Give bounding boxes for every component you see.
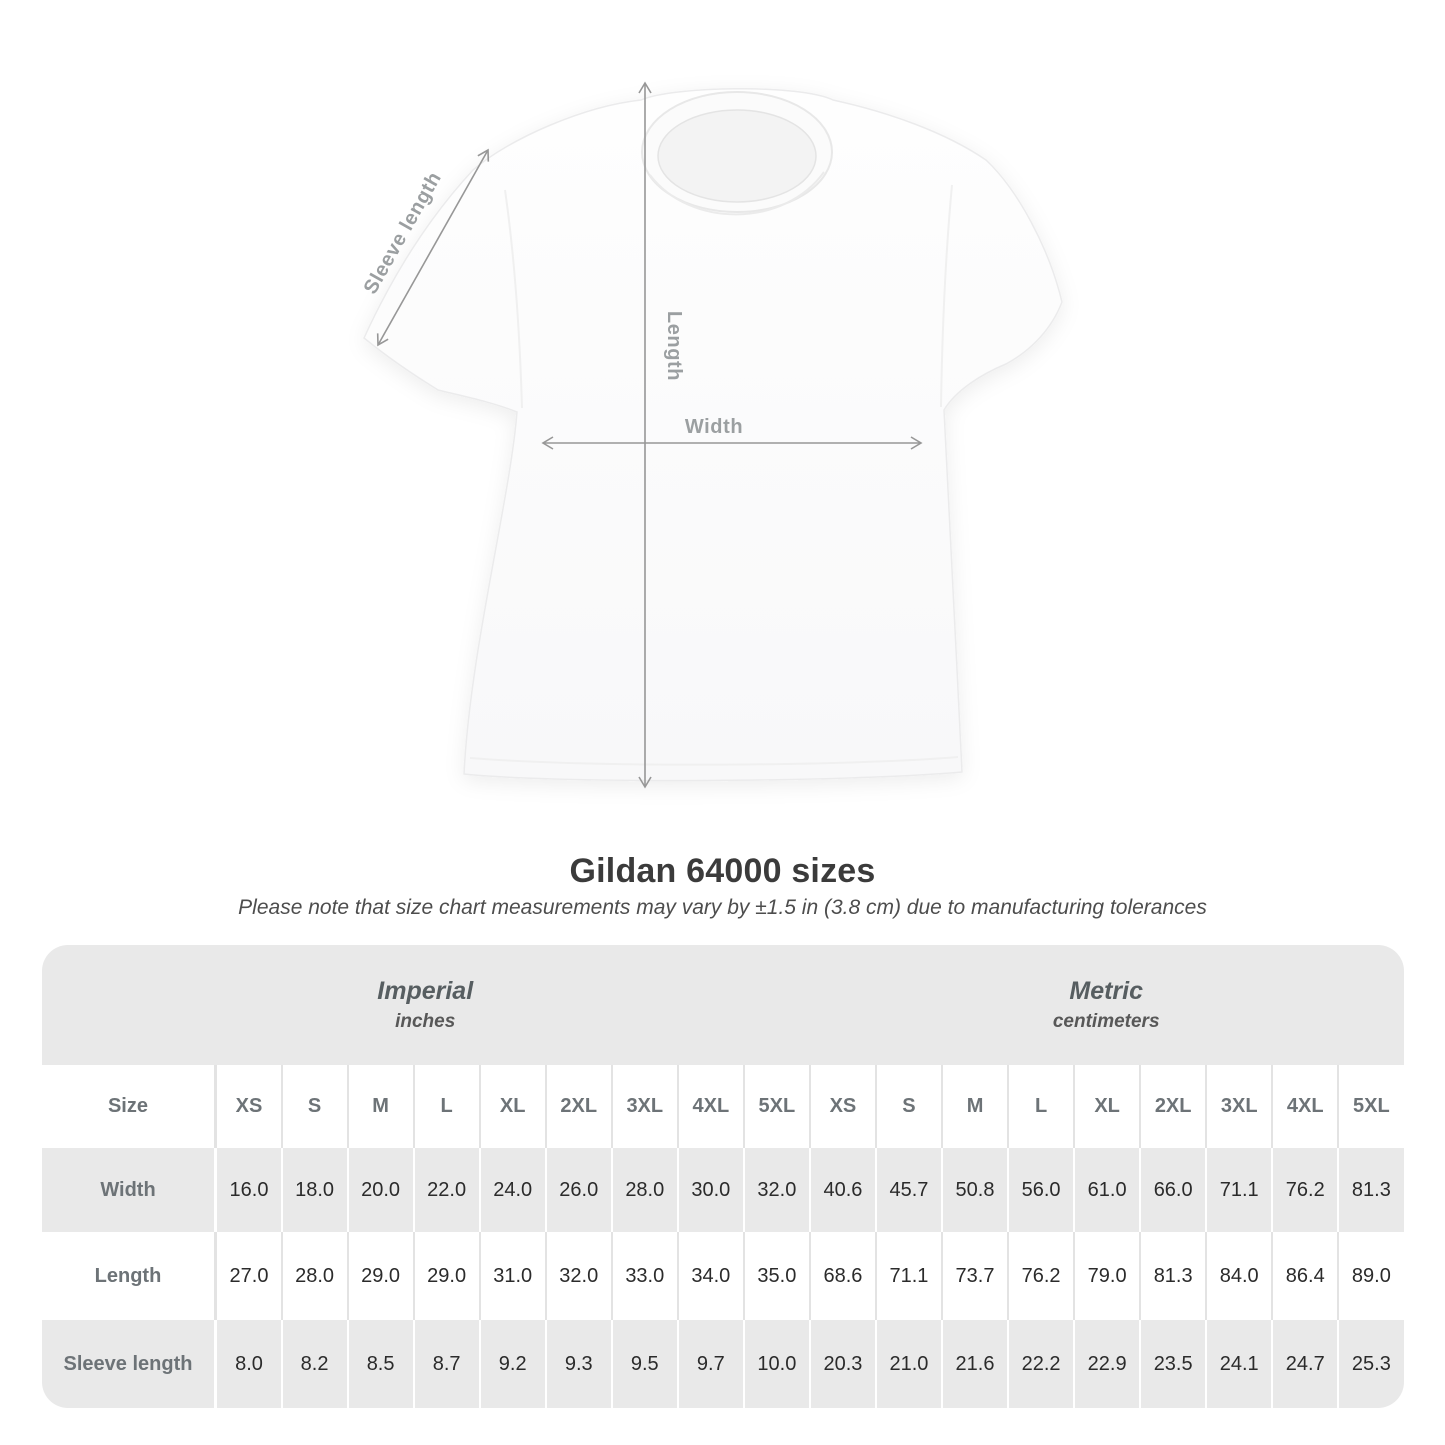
value-cell: 56.0 <box>1007 1148 1074 1232</box>
value-cell: 22.2 <box>1007 1320 1074 1408</box>
value-cell: 18.0 <box>280 1148 347 1232</box>
value-cell: 29.0 <box>346 1232 413 1320</box>
row-label-sleeve-length: Sleeve length <box>41 1320 215 1408</box>
value-cell: 9.2 <box>478 1320 545 1408</box>
value-cell: 26.0 <box>544 1148 611 1232</box>
value-cell: 50.8 <box>941 1148 1008 1232</box>
metric-group-unit: centimeters <box>1052 1010 1160 1032</box>
sleeve-length-arrow <box>376 148 490 347</box>
value-cell: 31.0 <box>478 1232 545 1320</box>
tshirt-seams <box>469 184 959 766</box>
value-cell: 8.2 <box>280 1320 347 1408</box>
value-cell: 84.0 <box>1205 1232 1272 1320</box>
value-cell: 32.0 <box>742 1148 809 1232</box>
value-cell: 8.7 <box>412 1320 479 1408</box>
metric-group-title: Metric <box>1069 976 1144 1005</box>
value-cell: 34.0 <box>676 1232 743 1320</box>
value-cell: 9.5 <box>610 1320 677 1408</box>
value-cell: 9.3 <box>544 1320 611 1408</box>
value-cell: 86.4 <box>1271 1232 1338 1320</box>
value-cell: 35.0 <box>742 1232 809 1320</box>
value-cell: 73.7 <box>941 1232 1008 1320</box>
size-col-header: 4XL <box>676 1065 743 1148</box>
value-cell: 81.3 <box>1139 1232 1206 1320</box>
value-cell: 61.0 <box>1073 1148 1140 1232</box>
value-cell: 9.7 <box>676 1320 743 1408</box>
value-cell: 10.0 <box>742 1320 809 1408</box>
value-cell: 33.0 <box>610 1232 677 1320</box>
size-col-header: 4XL <box>1271 1065 1338 1148</box>
size-col-header: 2XL <box>1139 1065 1206 1148</box>
value-cell: 25.3 <box>1337 1320 1404 1408</box>
size-col-header: 5XL <box>742 1065 809 1148</box>
page-title: Gildan 64000 sizes <box>569 852 876 890</box>
imperial-group-unit: inches <box>395 1010 456 1032</box>
value-cell: 89.0 <box>1337 1232 1404 1320</box>
value-cell: 8.5 <box>346 1320 413 1408</box>
value-cell: 81.3 <box>1337 1148 1404 1232</box>
width-label: Width <box>685 416 743 438</box>
size-col-header: 3XL <box>1205 1065 1272 1148</box>
row-label-width: Width <box>41 1148 215 1232</box>
value-cell: 27.0 <box>214 1232 281 1320</box>
value-cell: 21.0 <box>874 1320 941 1408</box>
value-cell: 16.0 <box>214 1148 281 1232</box>
size-col-header: L <box>1007 1065 1074 1148</box>
size-chart-table: Imperial inches Metric centimeters Size … <box>41 945 1404 1408</box>
size-col-header: M <box>346 1065 413 1148</box>
value-cell: 8.0 <box>214 1320 281 1408</box>
tshirt-measurement-figure: Width Length Sleeve length <box>360 81 1063 789</box>
value-cell: 68.6 <box>808 1232 875 1320</box>
size-col-header: 5XL <box>1337 1065 1404 1148</box>
value-cell: 40.6 <box>808 1148 875 1232</box>
value-cell: 29.0 <box>412 1232 479 1320</box>
value-cell: 30.0 <box>676 1148 743 1232</box>
length-label: Length <box>663 311 685 381</box>
imperial-group-header: Imperial inches <box>41 945 809 1065</box>
size-col-header: M <box>941 1065 1008 1148</box>
value-cell: 22.0 <box>412 1148 479 1232</box>
size-col-header: XS <box>808 1065 875 1148</box>
size-col-header: XL <box>1073 1065 1140 1148</box>
value-cell: 66.0 <box>1139 1148 1206 1232</box>
value-cell: 76.2 <box>1007 1232 1074 1320</box>
value-cell: 23.5 <box>1139 1320 1206 1408</box>
row-label-length: Length <box>94 1264 162 1287</box>
imperial-group-title: Imperial <box>377 976 474 1005</box>
size-col-header: 3XL <box>610 1065 677 1148</box>
value-cell: 21.6 <box>941 1320 1008 1408</box>
value-cell: 32.0 <box>544 1232 611 1320</box>
value-cell: 28.0 <box>280 1232 347 1320</box>
value-cell: 22.9 <box>1073 1320 1140 1408</box>
value-cell: 71.1 <box>1205 1148 1272 1232</box>
size-col-header: S <box>280 1065 347 1148</box>
value-cell: 20.3 <box>808 1320 875 1408</box>
size-col-header: 2XL <box>544 1065 611 1148</box>
metric-group-header: Metric centimeters <box>808 945 1404 1065</box>
value-cell: 79.0 <box>1073 1232 1140 1320</box>
size-row-label: Size <box>41 1065 215 1148</box>
tshirt-image <box>363 88 1063 782</box>
value-cell: 20.0 <box>346 1148 413 1232</box>
value-cell: 28.0 <box>610 1148 677 1232</box>
value-cell: 24.0 <box>478 1148 545 1232</box>
size-col-header: XS <box>214 1065 281 1148</box>
size-col-header: XL <box>478 1065 545 1148</box>
tolerance-note: Please note that size chart measurements… <box>238 896 1207 919</box>
tshirt-collar <box>641 91 833 216</box>
size-col-header: S <box>874 1065 941 1148</box>
size-col-header: L <box>412 1065 479 1148</box>
value-cell: 24.1 <box>1205 1320 1272 1408</box>
value-cell: 45.7 <box>874 1148 941 1232</box>
value-cell: 71.1 <box>874 1232 941 1320</box>
value-cell: 24.7 <box>1271 1320 1338 1408</box>
value-cell: 76.2 <box>1271 1148 1338 1232</box>
